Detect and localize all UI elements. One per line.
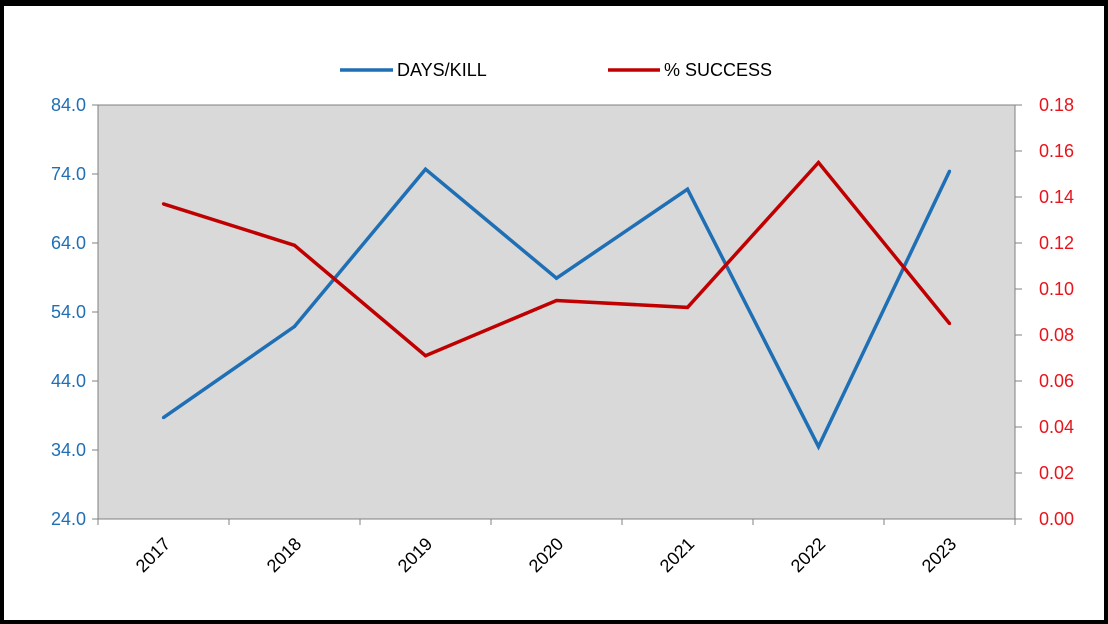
right-axis-tick-label: 0.10 [1039,279,1074,299]
data-point [292,324,297,329]
left-axis-tick-label: 54.0 [51,302,86,322]
data-point [292,243,297,247]
x-axis-tick-label: 2017 [132,534,174,576]
left-axis-tick-label: 24.0 [51,509,86,529]
data-point [816,444,821,449]
right-axis-tick-label: 0.00 [1039,509,1074,529]
data-point [947,321,952,326]
left-axis-tick-label: 64.0 [51,233,86,253]
left-axis-tick-label: 74.0 [51,164,86,184]
data-point [554,298,559,303]
left-axis-tick-label: 34.0 [51,440,86,460]
data-point [161,202,166,206]
right-axis-tick-label: 0.16 [1039,141,1074,161]
x-axis-tick-label: 2020 [525,534,567,576]
right-axis-tick-label: 0.04 [1039,417,1074,437]
dual-axis-line-chart: 24.0 34.0 44.0 54.0 64.0 74.0 84.0 0.00 0.02 0.04… [51,60,1074,576]
data-point [685,187,690,191]
x-axis-tick-label: 2021 [656,534,698,576]
x-axis-tick-label: 2022 [787,534,829,576]
left-axis-tick-label: 44.0 [51,371,86,391]
legend-label: DAYS/KILL [397,60,487,80]
right-axis-tick-label: 0.02 [1039,463,1074,483]
data-point [685,305,690,309]
plot-area [97,104,1016,520]
data-point [554,276,559,280]
x-axis-tick-label: 2019 [394,534,436,576]
right-axis-tick-label: 0.06 [1039,371,1074,391]
data-point [423,354,428,358]
left-axis-tick-label: 84.0 [51,95,86,115]
data-point [161,415,166,420]
x-axis-tick-label: 2023 [918,534,960,576]
right-axis-tick-label: 0.08 [1039,325,1074,345]
data-point [423,167,428,171]
right-axis-tick-label: 0.18 [1039,95,1074,115]
legend-label: % SUCCESS [664,60,772,80]
x-axis-tick-label: 2018 [263,534,305,576]
right-axis-tick-label: 0.14 [1039,187,1074,207]
data-point [816,160,821,165]
data-point [947,169,952,173]
right-axis-tick-label: 0.12 [1039,233,1074,253]
